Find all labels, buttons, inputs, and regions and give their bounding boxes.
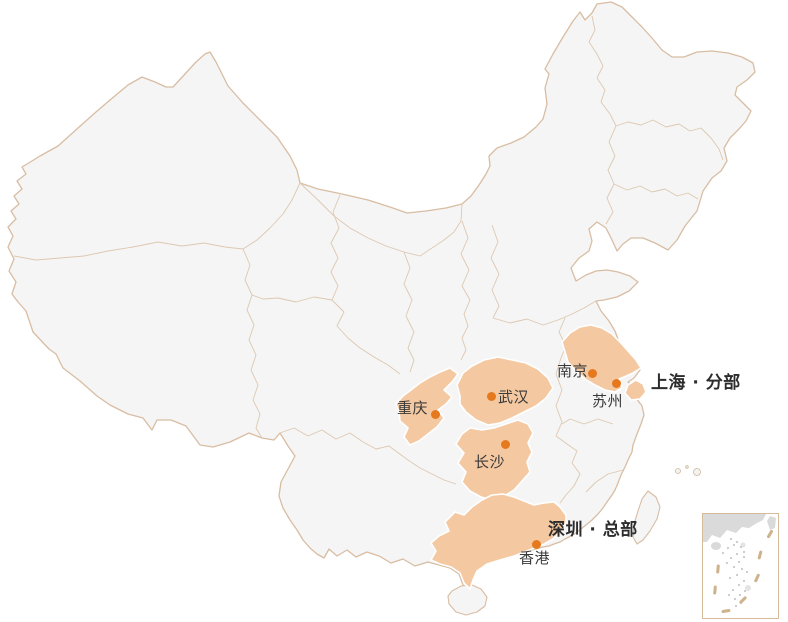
city-marker-wuhan: [487, 392, 496, 401]
province-borders: [13, 15, 724, 504]
label-chongqing: 重庆: [396, 399, 428, 417]
province-shanghai: [624, 379, 647, 401]
label-nanjing: 南京: [556, 362, 588, 380]
province-chongqing: [395, 367, 459, 446]
label-shanghai-branch: 上海 · 分部: [651, 373, 741, 393]
small-island: [675, 468, 681, 474]
hainan-island: [447, 584, 488, 616]
label-suzhou: 苏州: [592, 392, 624, 410]
city-marker-suzhou: [612, 379, 621, 388]
south-china-sea-inset: [702, 513, 779, 619]
city-marker-changsha: [501, 440, 510, 449]
inset-islands: [721, 537, 751, 608]
inset-mainland: [703, 514, 766, 542]
province-hunan: [455, 419, 534, 501]
label-changsha: 长沙: [474, 453, 506, 471]
province-guangdong: [430, 493, 567, 590]
small-island: [693, 468, 701, 476]
label-shenzhen-hq: 深圳 · 总部: [548, 520, 638, 540]
inset-taiwan: [767, 516, 776, 530]
label-hongkong: 香港: [519, 549, 551, 567]
inset-hainan: [711, 542, 721, 550]
city-marker-hongkong: [532, 540, 541, 549]
province-jiangsu: [561, 324, 642, 393]
city-marker-nanjing: [588, 369, 597, 378]
inset-nine-dash-line: [713, 529, 773, 614]
province-hubei: [456, 356, 554, 426]
label-wuhan: 武汉: [498, 388, 530, 406]
small-island: [685, 465, 689, 469]
taiwan-island: [632, 490, 661, 545]
city-marker-chongqing: [431, 410, 440, 419]
highlighted-provinces: [395, 324, 647, 590]
